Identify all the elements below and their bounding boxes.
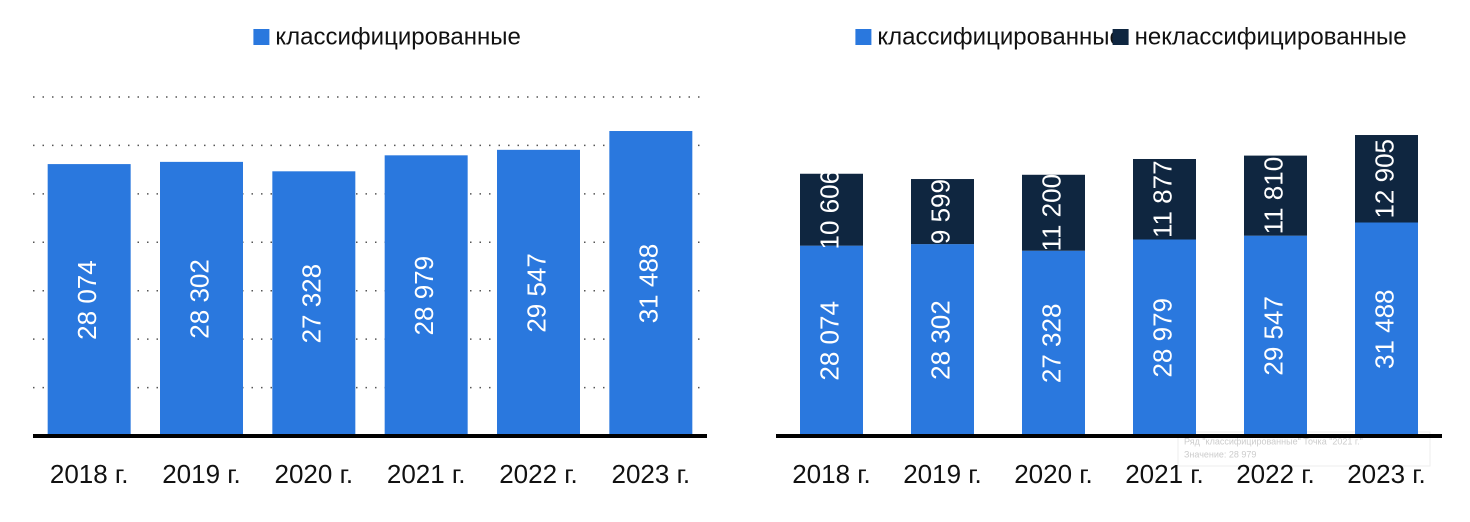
tooltip-text: Ряд "классифицированные" Точка "2021 г.": [1184, 436, 1363, 446]
value-label: 28 074: [72, 260, 102, 340]
x-tick-label: 2023 г.: [1347, 459, 1426, 489]
bar: [1133, 239, 1196, 436]
legend-label: неклассифицированные: [1135, 23, 1407, 50]
value-label: 11 810: [1258, 157, 1288, 235]
bar: [800, 173, 863, 246]
value-label: 11 200: [1036, 174, 1066, 252]
legend-swatch: [253, 29, 270, 45]
bar: [160, 161, 243, 436]
legend-swatch: [1112, 29, 1129, 45]
x-tick-label: 2021 г.: [1125, 459, 1204, 489]
legend-swatch: [855, 29, 872, 45]
bar: [47, 164, 131, 436]
x-tick-label: 2019 г.: [162, 459, 241, 489]
bar: [1133, 158, 1196, 240]
bar: [1355, 135, 1418, 223]
bar: [497, 149, 580, 436]
value-label: 28 979: [409, 256, 439, 336]
bar: [384, 155, 468, 436]
x-tick-label: 2020 г.: [275, 459, 354, 489]
bar: [272, 171, 356, 436]
legend-label: классифицированные: [275, 23, 520, 50]
bar: [1244, 155, 1307, 236]
value-label: 29 547: [1258, 296, 1288, 376]
x-tick-label: 2022 г.: [1236, 459, 1315, 489]
value-label: 9 599: [925, 179, 955, 244]
x-tick-label: 2023 г.: [612, 459, 691, 489]
value-label: 31 488: [1369, 289, 1399, 369]
value-label: 29 547: [521, 253, 551, 333]
value-label: 10 606: [814, 170, 844, 250]
bar: [1022, 174, 1085, 251]
x-tick-label: 2019 г.: [903, 459, 982, 489]
bar: [1244, 235, 1307, 436]
value-label: 28 302: [184, 259, 214, 339]
bar: [911, 244, 974, 436]
value-label: 12 905: [1369, 139, 1399, 219]
x-tick-label: 2022 г.: [499, 459, 578, 489]
bar: [911, 179, 974, 245]
bar: [800, 245, 863, 436]
value-label: 27 328: [1036, 304, 1066, 384]
bar: [609, 131, 693, 436]
legend-label: классифицированные: [877, 23, 1122, 50]
bar: [1022, 250, 1085, 436]
x-tick-label: 2020 г.: [1014, 459, 1093, 489]
value-label: 28 979: [1147, 298, 1177, 378]
value-label: 31 488: [634, 244, 664, 324]
x-tick-label: 2018 г.: [792, 459, 871, 489]
x-tick-label: 2021 г.: [387, 459, 466, 489]
value-label: 28 302: [925, 300, 955, 380]
value-label: 28 074: [814, 301, 844, 381]
x-tick-label: 2018 г.: [50, 459, 129, 489]
tooltip-text: Значение: 28 979: [1184, 449, 1256, 459]
value-label: 11 877: [1147, 160, 1177, 238]
bar: [1355, 222, 1418, 436]
value-label: 27 328: [297, 264, 327, 344]
